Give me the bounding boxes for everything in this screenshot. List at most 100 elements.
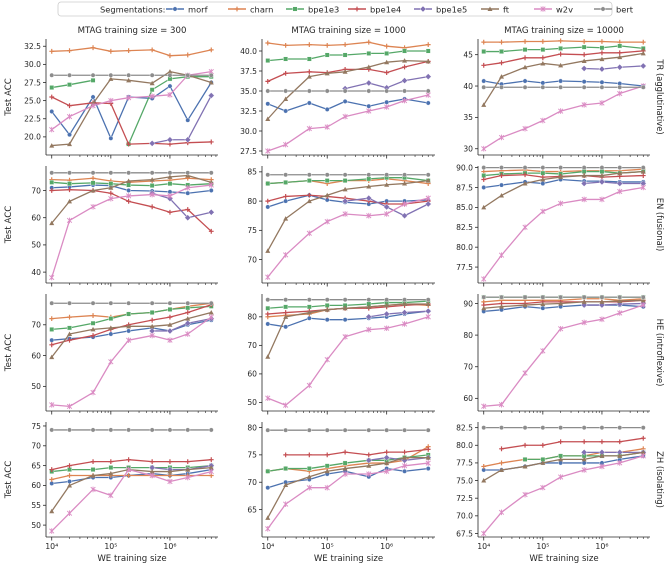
data-point-w2v [49,274,55,281]
data-point-ft [499,74,505,79]
data-point-bert [167,300,173,306]
data-point-bpe1e4 [185,459,191,465]
data-point-morf [126,328,132,334]
data-point-ft [324,307,330,312]
data-point-bpe1e4 [90,333,96,338]
data-point-ft [402,455,408,460]
data-point-charn [481,464,487,469]
y-tick-label: 80 [463,331,473,340]
data-point-bpe1e4 [49,188,55,193]
data-point-ft [499,304,505,309]
data-point-w2v [66,217,73,224]
data-point-ft [522,181,528,186]
data-point-bpe1e3 [402,48,407,54]
series-bert [265,172,431,178]
panel-grid: 20.0 22.5 25.0 27.5 30.0 32.5 MTAG training si… [4,26,665,564]
data-point-bpe1e5 [365,194,373,202]
data-point-w2v [366,108,372,114]
data-point-bert [425,427,431,433]
data-point-bpe1e4 [402,449,407,455]
data-point-bpe1e4 [185,310,191,315]
series-w2v [265,314,431,409]
data-point-morf [324,317,330,323]
data-point-bert [108,300,114,306]
data-point-bpe1e3 [324,52,330,58]
panel-r3-c0: 50 55 60 65 70 75 10⁴ 10⁵ 10⁶ Test ACC WE training… [4,422,218,564]
data-point-bpe1e4 [366,452,372,458]
data-point-bpe1e4 [67,337,72,343]
data-point-bpe1e3 [90,77,96,83]
data-point-bpe1e3 [149,310,155,315]
data-point-bpe1e3 [67,467,72,472]
data-point-bpe1e4 [384,70,390,75]
data-point-bpe1e4 [90,459,96,465]
data-point-w2v [540,117,546,124]
data-point-bpe1e3 [522,47,528,53]
data-point-bert [149,300,155,306]
data-point-bpe1e4 [283,194,289,199]
data-point-charn [90,45,96,51]
legend-marker-w2v [540,6,546,12]
data-point-morf [306,100,312,106]
y-tick-label: 35.0 [240,87,257,96]
series-bpe1e3 [265,48,431,64]
data-point-ft [149,469,155,474]
legend-marker-bpe1e3 [292,6,298,12]
data-point-ft [640,169,646,174]
y-tick-label: 60 [31,213,41,222]
data-point-w2v [149,191,155,198]
data-point-bert [306,88,312,94]
data-point-ft [185,316,191,321]
data-point-bpe1e4 [49,467,55,472]
data-point-w2v [306,382,312,389]
data-point-bert [149,427,155,433]
data-point-bpe1e3 [265,468,271,474]
data-point-bpe1e4 [126,141,132,147]
data-point-ft [90,473,96,478]
series-ft [481,169,646,210]
data-point-morf [499,182,504,188]
data-point-bert [324,427,330,433]
y-tick-label: 85 [247,168,257,177]
panel-r2-c1: 50 60 70 80 [247,294,435,415]
data-point-ft [306,474,312,479]
y-tick-label: 80 [247,313,257,322]
series-line-bpe1e5 [152,464,212,471]
data-point-bert [499,84,504,90]
y-tick-label: 50 [31,241,41,250]
y-tick-label: 35 [463,113,473,122]
data-point-bert [581,84,587,90]
data-point-bpe1e4 [481,62,487,68]
data-point-bert [581,165,587,170]
data-point-ft [283,482,289,487]
series-line-ft [51,70,212,147]
legend-label-morf: morf [188,5,209,15]
data-point-bert [167,170,173,176]
y-tick-label: 82.5 [456,223,473,232]
data-point-w2v [208,182,214,188]
data-point-w2v [306,230,312,237]
data-point-ft [384,182,390,187]
data-point-bpe1e3 [522,456,528,462]
data-point-charn [581,39,587,44]
data-point-ft [67,141,73,147]
data-point-w2v [185,331,191,337]
x-tick-label: 10⁴ [477,542,490,551]
y-tick-label: 32.5 [240,107,257,116]
data-point-charn [499,460,504,466]
panel-r0-c0: 20.0 22.5 25.0 27.5 30.0 32.5 MTAG training si… [4,26,218,159]
data-point-bert [265,88,271,94]
data-point-w2v [581,102,587,108]
column-title: MTAG training size = 1000 [291,26,405,36]
data-point-ft [402,58,408,63]
y-tick-label: 30 [463,145,473,154]
data-point-w2v [425,195,431,201]
data-point-bpe1e4 [599,50,605,56]
legend-label-w2v: w2v [556,5,573,15]
data-point-bert [540,84,546,90]
data-point-w2v [581,319,587,326]
data-point-w2v [90,389,96,396]
legend-marker-bpe1e5 [419,5,427,13]
data-point-bpe1e3 [149,87,155,93]
data-point-bpe1e4 [522,442,528,448]
